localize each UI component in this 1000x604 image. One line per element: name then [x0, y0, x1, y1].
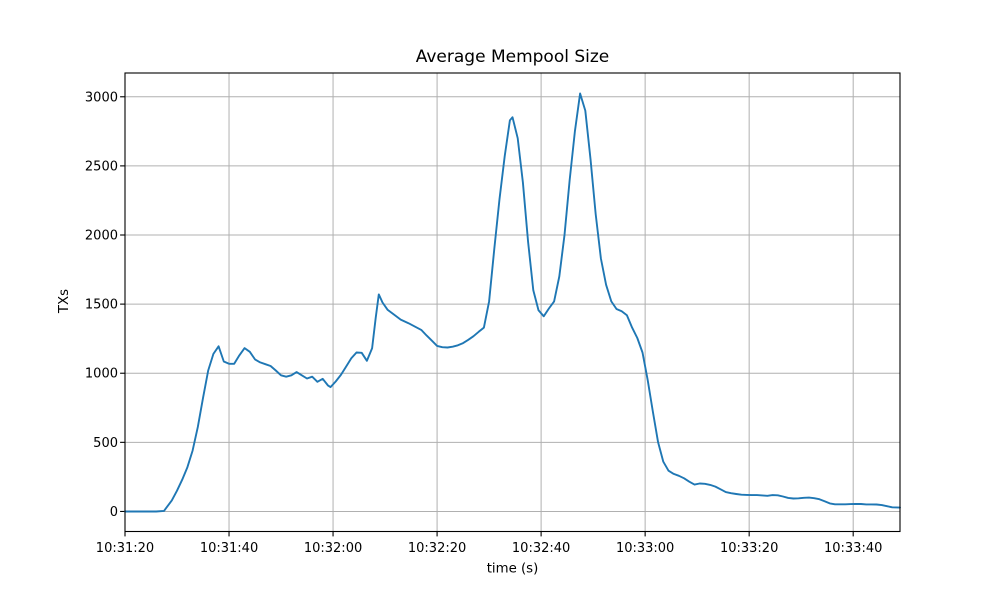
- x-axis-label: time (s): [487, 562, 539, 577]
- grid-lines: [124, 73, 900, 532]
- x-tick-label: 10:32:00: [304, 541, 362, 556]
- y-tick-label: 1500: [85, 298, 118, 313]
- x-tick-label: 10:31:20: [96, 541, 154, 556]
- x-tick-label: 10:33:40: [824, 541, 882, 556]
- x-tick-label: 10:31:40: [200, 541, 258, 556]
- data-series: [124, 92, 901, 513]
- axes-frame: [124, 72, 901, 533]
- y-tick-label: 0: [110, 505, 118, 520]
- y-tick-label: 2500: [85, 159, 118, 174]
- x-tick-label: 10:32:20: [408, 541, 466, 556]
- y-tick-label: 2000: [85, 229, 118, 244]
- chart-title: Average Mempool Size: [416, 47, 610, 67]
- axis-tick-labels: 10:31:20 10:31:40 10:32:00 10:32:20 10:32:40…: [85, 90, 882, 556]
- y-tick-label: 1000: [85, 367, 118, 382]
- x-tick-label: 10:33:20: [720, 541, 778, 556]
- x-tick-label: 10:33:00: [616, 541, 674, 556]
- axis-ticks: [120, 96, 854, 537]
- x-tick-label: 10:32:40: [512, 541, 570, 556]
- y-axis-label: TXs: [57, 289, 72, 314]
- y-tick-label: 500: [93, 436, 118, 451]
- series-line-average-mempool-size: [124, 92, 901, 513]
- y-tick-label: 3000: [85, 90, 118, 105]
